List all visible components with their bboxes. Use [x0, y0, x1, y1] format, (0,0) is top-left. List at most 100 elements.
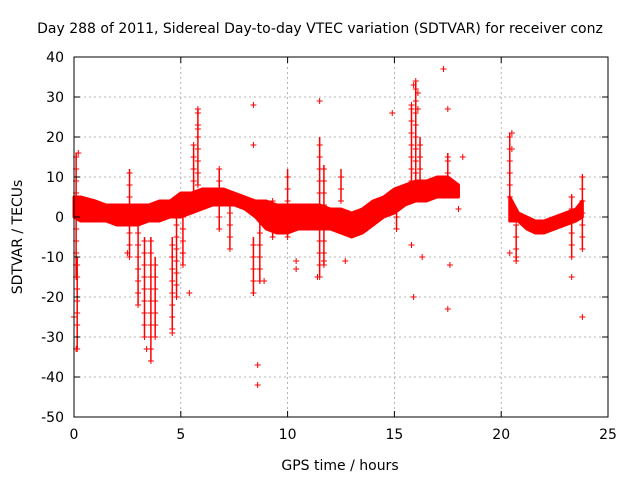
data-point	[342, 258, 349, 264]
data-point	[513, 234, 520, 240]
data-band	[72, 175, 460, 239]
data-point	[412, 146, 419, 152]
data-point	[74, 298, 81, 304]
data-point	[408, 166, 415, 172]
data-point	[143, 346, 150, 352]
data-point	[74, 310, 81, 316]
data-point	[194, 182, 201, 188]
data-point	[568, 194, 575, 200]
data-point	[190, 166, 197, 172]
data-point	[169, 266, 176, 272]
data-point	[320, 258, 327, 264]
data-point	[261, 278, 268, 284]
data-point	[506, 170, 513, 176]
data-point	[338, 186, 344, 192]
data-point	[284, 174, 291, 180]
x-axis-label: GPS time / hours	[281, 458, 398, 474]
data-point	[506, 182, 513, 188]
data-point	[455, 206, 462, 212]
data-point	[256, 242, 263, 248]
data-point	[173, 234, 180, 240]
data-point	[169, 314, 176, 320]
data-point	[152, 298, 159, 304]
data-point	[141, 250, 148, 256]
data-point	[173, 282, 180, 288]
y-tick-label: 30	[46, 90, 64, 106]
data-point	[147, 358, 154, 364]
x-tick-label: 10	[279, 427, 297, 443]
data-point	[179, 226, 186, 232]
data-point	[284, 186, 291, 192]
data-point	[408, 130, 415, 136]
data-point	[152, 274, 159, 280]
data-point	[314, 274, 321, 280]
data-point	[135, 302, 142, 308]
data-point	[124, 250, 131, 256]
data-point	[269, 210, 276, 216]
data-point	[135, 278, 142, 284]
data-point	[284, 210, 291, 216]
data-point	[250, 242, 257, 248]
data-point	[126, 242, 133, 248]
data-point	[316, 142, 323, 148]
data-point	[250, 278, 257, 284]
y-tick-label: 0	[55, 210, 64, 226]
y-axis-label: SDTVAR / TECUs	[10, 180, 26, 295]
data-point	[194, 106, 201, 112]
data-point	[74, 274, 81, 280]
data-point	[320, 202, 327, 208]
data-point	[412, 98, 419, 104]
data-point	[417, 166, 424, 172]
data-point	[459, 154, 466, 160]
data-point	[179, 238, 186, 244]
data-point	[293, 266, 300, 272]
x-tick-label: 5	[176, 427, 185, 443]
data-point	[320, 214, 327, 220]
data-point	[393, 226, 400, 232]
data-point	[579, 186, 586, 192]
data-point	[173, 294, 180, 300]
data-point	[179, 262, 186, 268]
y-tick-label: -40	[41, 370, 64, 386]
x-tick-label: 0	[70, 427, 79, 443]
data-point	[412, 182, 419, 188]
data-point	[141, 322, 148, 328]
data-point	[389, 110, 396, 116]
data-point	[412, 86, 419, 92]
data-point	[284, 234, 291, 240]
data-point	[316, 98, 323, 104]
data-point	[408, 154, 415, 160]
data-point	[444, 154, 451, 160]
data-point	[216, 190, 223, 196]
x-tick-label: 25	[599, 427, 617, 443]
data-point	[250, 290, 257, 296]
data-point	[226, 246, 233, 252]
data-point	[506, 134, 513, 140]
data-point	[216, 202, 223, 208]
data-point	[141, 298, 148, 304]
data-point	[412, 170, 419, 176]
data-point	[141, 262, 148, 268]
data-point	[194, 170, 201, 176]
data-point	[412, 134, 419, 140]
data-point	[579, 174, 586, 180]
data-point	[135, 254, 142, 260]
data-point	[194, 146, 201, 152]
data-point	[126, 170, 133, 176]
data-point	[579, 198, 586, 204]
data-point	[506, 250, 513, 256]
data-point	[440, 66, 447, 72]
data-point	[256, 230, 263, 236]
data-point	[444, 306, 451, 312]
data-point	[444, 106, 451, 112]
data-point	[75, 150, 82, 156]
data-point	[126, 182, 133, 188]
data-point	[568, 242, 575, 248]
data-point	[126, 206, 133, 212]
data-point	[408, 142, 415, 148]
data-point	[190, 142, 197, 148]
data-point	[408, 242, 415, 248]
data-point	[320, 250, 327, 256]
data-point	[135, 218, 142, 224]
